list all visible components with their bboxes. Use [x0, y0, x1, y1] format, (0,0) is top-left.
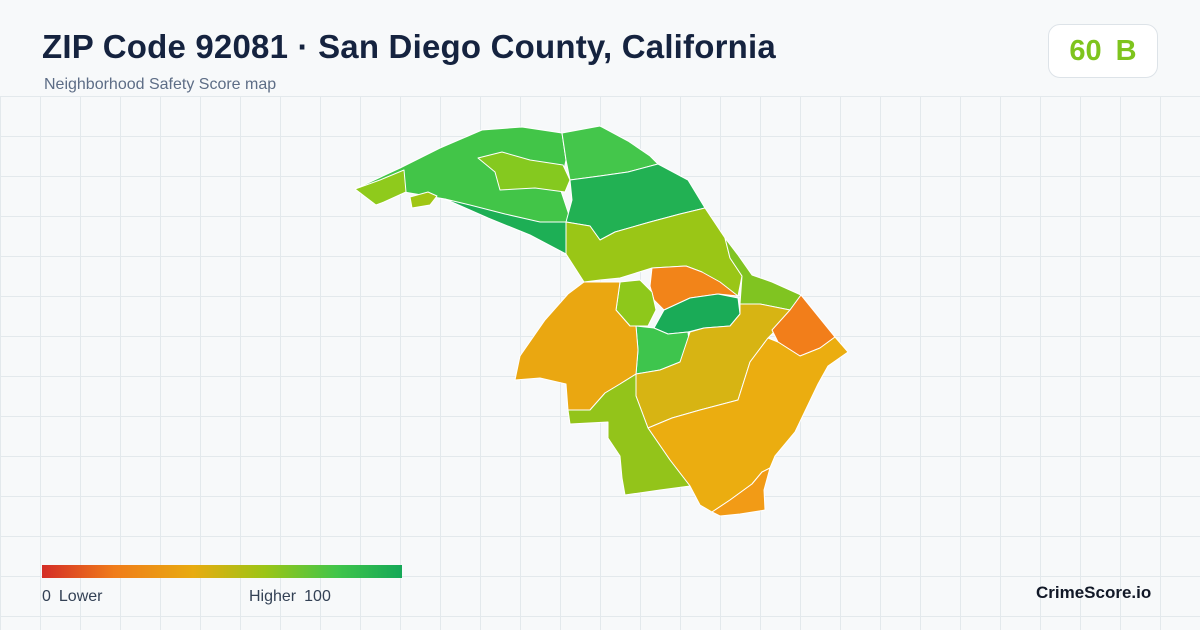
score-value: 60: [1069, 34, 1102, 67]
score-grade: B: [1115, 34, 1137, 67]
legend-low-label: Lower: [58, 588, 103, 605]
safety-score-badge: 60 B: [1048, 24, 1158, 78]
legend-gradient-bar: [42, 565, 402, 578]
page-title: ZIP Code 92081 · San Diego County, Calif…: [42, 28, 776, 65]
legend-high-label: Higher: [249, 588, 297, 605]
brand-logo-text[interactable]: CrimeScore.io: [1036, 583, 1152, 602]
neighborhood-central-north[interactable]: [565, 207, 743, 297]
legend-low: 0 Lower: [42, 588, 102, 606]
legend-min-value: 0: [42, 588, 51, 605]
page-subtitle: Neighborhood Safety Score map: [44, 76, 277, 93]
neighborhood-south-tip[interactable]: [711, 467, 771, 517]
legend-high: Higher 100: [249, 588, 331, 606]
neighborhood-arm-tip[interactable]: [354, 169, 407, 206]
neighborhood-arm-dot[interactable]: [409, 191, 438, 209]
neighborhood-nw-inner[interactable]: [477, 151, 571, 193]
neighborhood-south-west[interactable]: [567, 373, 691, 496]
legend-max-value: 100: [304, 588, 331, 605]
